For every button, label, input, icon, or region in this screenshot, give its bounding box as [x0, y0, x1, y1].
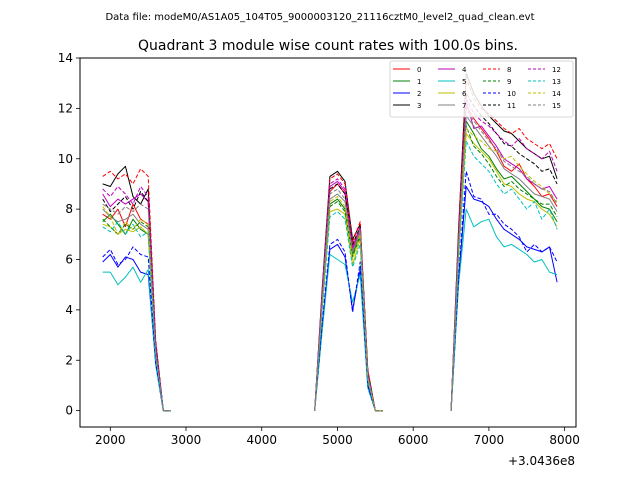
series-13: [102, 140, 558, 412]
series-13-line-segment: [450, 140, 558, 411]
series-10-line-segment: [450, 170, 558, 411]
series-15-line-segment: [314, 188, 383, 412]
x-tick-label: 4000: [246, 433, 277, 447]
x-tick-label: 5000: [322, 433, 353, 447]
series-14-line-segment: [450, 128, 558, 411]
y-axis: 0 2 4 6 8 10 12 14: [58, 51, 80, 418]
legend-label-15: 15: [552, 102, 561, 110]
series-9-line-segment: [450, 125, 558, 411]
y-tick-label: 2: [65, 353, 73, 367]
legend-label-9: 9: [507, 78, 511, 86]
legend-label-3: 3: [417, 102, 421, 110]
legend-label-6: 6: [462, 90, 467, 98]
y-tick-label: 10: [58, 152, 73, 166]
legend-label-5: 5: [462, 78, 466, 86]
y-tick-label: 6: [65, 253, 73, 267]
x-tick-label: 3000: [171, 433, 202, 447]
series-12-line-segment: [102, 186, 171, 412]
legend-label-4: 4: [462, 66, 467, 74]
series-6-line-segment: [450, 133, 558, 411]
y-tick-label: 14: [58, 51, 73, 65]
plot-frame: [79, 57, 577, 428]
legend-label-11: 11: [507, 102, 516, 110]
y-tick-label: 8: [65, 202, 73, 216]
legend-label-7: 7: [462, 102, 466, 110]
series-2-line-segment: [450, 186, 558, 411]
x-tick-label: 8000: [549, 433, 580, 447]
chart-title: Quadrant 3 module wise count rates with …: [138, 38, 518, 54]
legend-label-0: 0: [417, 66, 421, 74]
series-10-line-segment: [314, 238, 383, 412]
y-tick-label: 4: [65, 303, 73, 317]
series-8-line-segment: [102, 168, 171, 412]
legend-label-8: 8: [507, 66, 511, 74]
series-11-line-segment: [450, 92, 558, 411]
series-7-line-segment: [450, 115, 558, 411]
legend-label-1: 1: [417, 78, 421, 86]
x-tick-label: 7000: [474, 433, 505, 447]
series-13-line-segment: [102, 221, 171, 412]
series-1-line-segment: [450, 120, 558, 411]
legend-label-12: 12: [552, 66, 561, 74]
x-axis-offset-label: +3.0436e8: [508, 454, 575, 468]
legend-label-10: 10: [507, 90, 516, 98]
figure-suptitle: Data file: modeM0/AS1A05_104T05_90000031…: [105, 12, 534, 23]
legend-label-13: 13: [552, 78, 561, 86]
x-tick-label: 6000: [398, 433, 429, 447]
x-tick-label: 2000: [95, 433, 126, 447]
series-12-line-segment: [314, 178, 383, 412]
legend-label-14: 14: [552, 90, 561, 98]
legend-box: [389, 60, 574, 118]
x-axis: 2000 3000 4000 5000 6000 7000 8000: [95, 427, 580, 447]
legend-label-2: 2: [417, 90, 421, 98]
y-tick-label: 12: [58, 101, 73, 115]
y-tick-label: 0: [65, 404, 73, 418]
series-5-line-segment: [450, 208, 558, 411]
series-15-line-segment: [102, 203, 171, 412]
series-13-line-segment: [314, 211, 383, 412]
